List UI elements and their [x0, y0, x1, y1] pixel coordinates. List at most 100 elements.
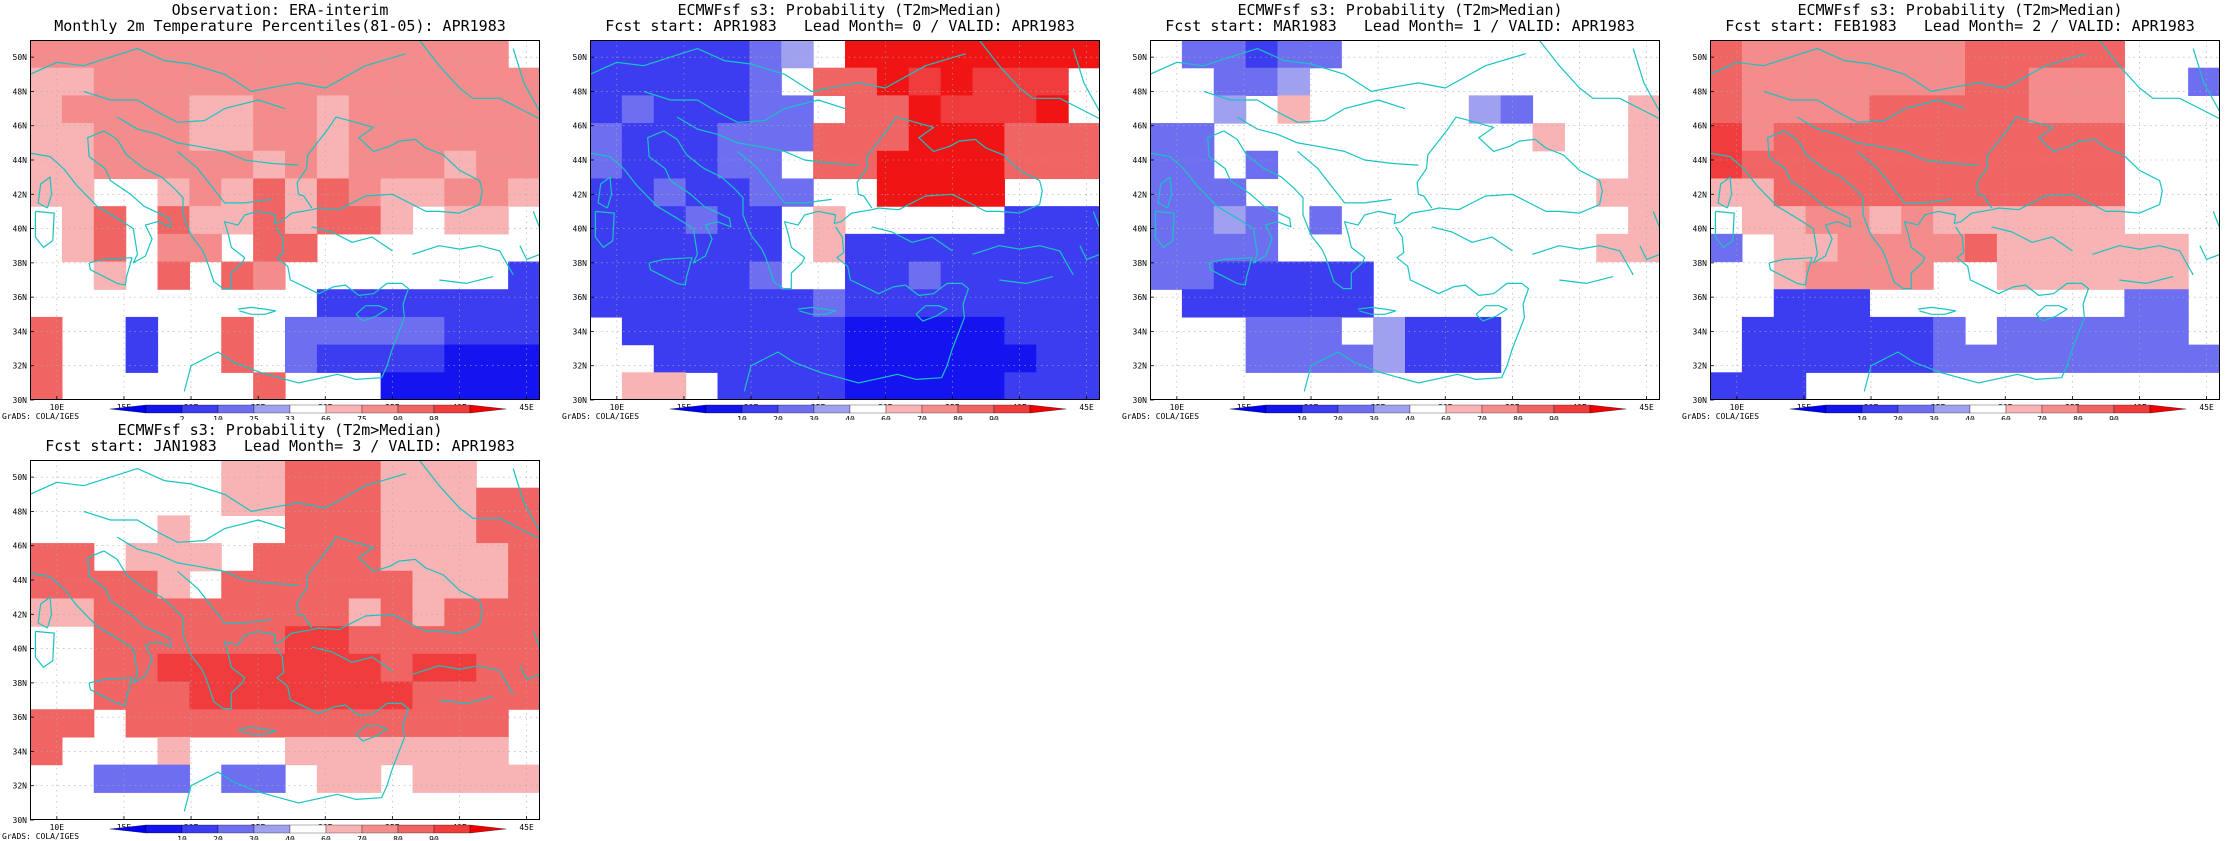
lon-tick-label: 15E — [117, 403, 132, 412]
data-cell — [2124, 316, 2157, 346]
colorbar-high-arrow — [469, 824, 507, 834]
data-cell — [1710, 233, 1743, 263]
data-cell — [316, 289, 350, 318]
data-cell — [749, 95, 782, 124]
data-cell — [253, 261, 286, 290]
data-cell — [444, 206, 477, 235]
colorbar-segment — [1933, 404, 1971, 414]
coastline — [83, 510, 286, 543]
data-cell — [1869, 95, 1902, 124]
data-cell — [1150, 178, 1183, 207]
lon-tick-label: 35E — [945, 403, 960, 412]
lon-tick-label: 20E — [1864, 403, 1879, 412]
data-cell — [61, 233, 95, 263]
data-cell — [157, 764, 190, 793]
lon-tick-label: 25E — [1371, 403, 1386, 412]
lon-tick-label: 15E — [1237, 403, 1252, 412]
data-cell — [1933, 40, 1966, 69]
lat-tick-label: 46N — [1133, 122, 1148, 131]
data-cell — [508, 289, 540, 318]
lat-tick-label: 36N — [1133, 293, 1148, 302]
data-cell — [1213, 289, 1247, 318]
data-cell — [348, 150, 382, 180]
data-cell — [1805, 178, 1839, 207]
data-cell — [1245, 40, 1279, 69]
data-cell — [1245, 344, 1279, 373]
colorbar-low-arrow — [1229, 404, 1267, 414]
data-cell — [2028, 233, 2062, 263]
data-cell — [476, 206, 509, 235]
data-cell — [444, 653, 477, 683]
data-cell — [412, 543, 445, 572]
data-cell — [189, 709, 222, 738]
data-cell — [444, 67, 477, 96]
data-cell — [1036, 95, 1069, 124]
data-cell — [1837, 123, 1870, 152]
data-cell — [845, 372, 878, 400]
data-cell — [1773, 233, 1807, 263]
data-cell — [1341, 344, 1374, 373]
data-cell — [1965, 95, 1998, 124]
data-cell — [2028, 206, 2062, 235]
data-cell — [876, 150, 910, 180]
data-cell — [1901, 316, 1934, 346]
data-cell — [125, 344, 159, 373]
data-cell — [380, 67, 414, 96]
coastline — [737, 150, 832, 204]
coastline — [34, 210, 55, 248]
coastline — [1223, 130, 1600, 290]
data-cell — [508, 261, 540, 290]
coastline — [1150, 48, 1526, 93]
data-cell — [189, 206, 222, 235]
data-cell — [1837, 178, 1870, 207]
data-cell — [508, 344, 540, 373]
data-cell — [508, 653, 540, 683]
data-cell — [444, 626, 477, 655]
data-cell — [1773, 150, 1807, 180]
data-cell — [685, 261, 719, 290]
data-cell — [621, 233, 655, 263]
data-cell — [221, 123, 254, 152]
colorbar-label: 20 — [1893, 415, 1903, 420]
colorbar-segment — [993, 404, 1031, 414]
data-cell — [380, 543, 414, 572]
data-cell — [2060, 40, 2094, 69]
data-cell — [2060, 206, 2094, 235]
map-frame — [30, 40, 540, 400]
data-cell — [316, 736, 350, 766]
data-cell — [1805, 316, 1839, 346]
lat-tick-label: 40N — [573, 225, 588, 234]
colorbar-segment — [1517, 404, 1555, 414]
colorbar-segment — [397, 824, 435, 834]
data-cell — [1741, 95, 1775, 124]
data-cell — [93, 598, 127, 627]
data-cell — [940, 261, 974, 290]
colorbar-label: 70 — [917, 415, 927, 420]
data-cell — [348, 40, 382, 69]
data-cell — [253, 460, 286, 489]
data-cell — [813, 344, 846, 373]
data-cell — [749, 372, 782, 400]
data-cell — [940, 67, 974, 96]
data-cell — [412, 344, 445, 373]
colorbar-segment — [433, 404, 471, 414]
data-cell — [221, 344, 254, 373]
lon-tick-label: 45E — [1639, 403, 1654, 412]
lat-tick-label: 38N — [13, 679, 28, 688]
data-cell — [476, 289, 509, 318]
colorbar-label: 10 — [1297, 415, 1307, 420]
data-cell — [2092, 95, 2125, 124]
data-cell — [940, 289, 974, 318]
data-cell — [749, 316, 782, 346]
data-cell — [380, 460, 414, 489]
data-cell — [590, 40, 623, 69]
data-cell — [908, 233, 942, 263]
data-cell — [813, 372, 846, 400]
data-cell — [444, 123, 477, 152]
data-cell — [1277, 67, 1310, 96]
lon-tick-label: 20E — [744, 403, 759, 412]
data-cell — [590, 123, 623, 152]
data-cell — [125, 123, 159, 152]
panel-title-line2: Fcst start: MAR1983 Lead Month= 1 / VALI… — [1165, 17, 1635, 35]
data-cell — [1068, 372, 1100, 400]
